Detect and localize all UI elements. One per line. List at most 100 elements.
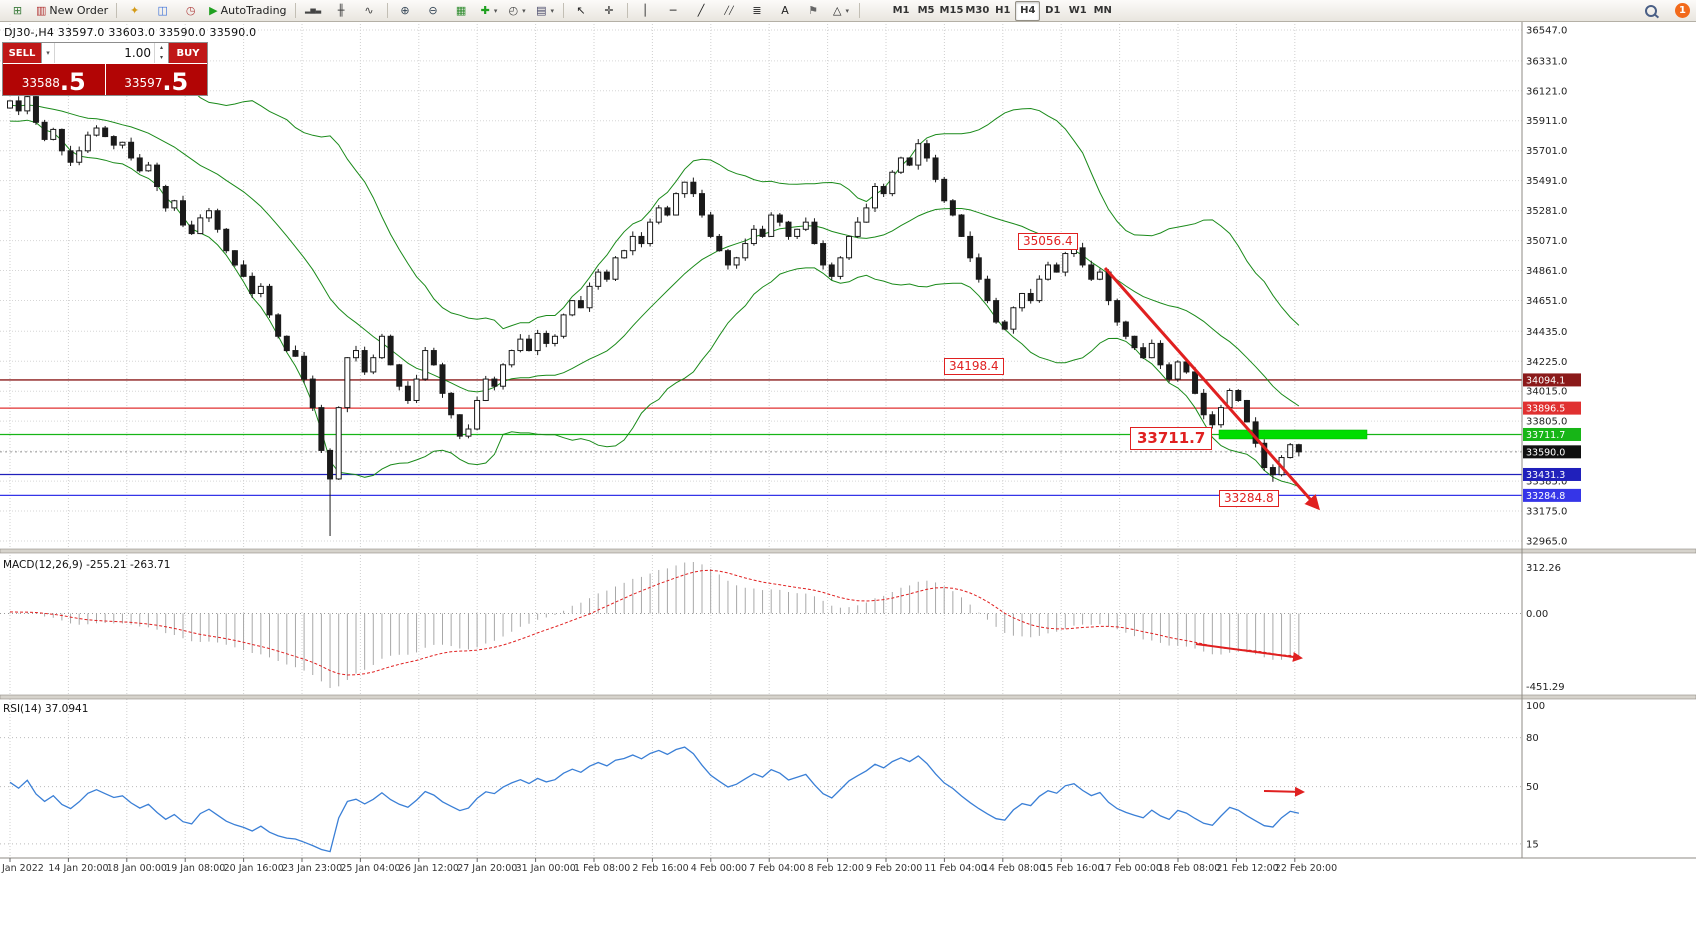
candlestick <box>854 221 861 237</box>
candlestick <box>223 228 230 252</box>
zoom-in-button[interactable]: ⊕ <box>392 1 419 21</box>
vertical-line-button[interactable]: │ <box>632 1 659 21</box>
timeframe-m1[interactable]: M1 <box>892 5 910 16</box>
channel-button[interactable]: ╱╱ <box>716 1 743 21</box>
timeframe-m5[interactable]: M5 <box>917 5 935 16</box>
price-callout[interactable]: 33711.7 <box>1130 427 1213 450</box>
candlestick <box>396 364 403 387</box>
crosshair-button[interactable]: ✛ <box>596 1 623 21</box>
notification-badge[interactable]: 1 <box>1675 3 1690 18</box>
price-callout[interactable]: 34198.4 <box>944 358 1004 375</box>
trendline-button[interactable]: ╱ <box>688 1 715 21</box>
volume-field <box>41 43 169 63</box>
timeframe-h4[interactable]: H4 <box>1015 0 1041 21</box>
price-callout[interactable]: 33284.8 <box>1219 490 1279 507</box>
cursor-button[interactable]: ↖ <box>568 1 595 21</box>
candlestick <box>309 378 316 409</box>
candlestick <box>214 210 221 230</box>
candlestick <box>1200 392 1207 416</box>
candlestick <box>586 285 593 309</box>
candlestick <box>1062 253 1069 273</box>
svg-text:80: 80 <box>1526 733 1539 744</box>
price-tag: 33284.8 <box>1523 488 1581 502</box>
rsi-trend-arrow[interactable] <box>1263 786 1305 797</box>
candlestick <box>699 193 705 216</box>
macd-trend-arrow[interactable] <box>1195 643 1303 662</box>
panel-splitter[interactable] <box>0 694 1696 700</box>
candlestick <box>119 141 126 146</box>
candlestick <box>1105 271 1112 302</box>
candlestick <box>1053 264 1060 273</box>
candlestick <box>422 350 429 380</box>
fibonacci-button[interactable]: ≣ <box>744 1 771 21</box>
search-button[interactable] <box>1637 1 1664 21</box>
timeframe-m30[interactable]: M30 <box>965 5 990 16</box>
candlestick <box>465 428 472 437</box>
volume-stepper[interactable] <box>154 43 168 63</box>
chart-plus-icon: ⊞ <box>12 4 23 17</box>
svg-text:33805.0: 33805.0 <box>1526 417 1567 428</box>
history-icon: ◷ <box>185 4 196 17</box>
candlestick <box>906 157 913 166</box>
timeframe-h1[interactable]: H1 <box>995 5 1011 16</box>
candlestick <box>1019 292 1026 309</box>
candlestick <box>1079 247 1086 266</box>
candlestick <box>188 224 195 235</box>
new-chart-button[interactable]: ⊞ <box>4 1 31 21</box>
horizontal-line-button[interactable]: ─ <box>660 1 687 21</box>
volume-input[interactable] <box>55 43 154 63</box>
candlestick <box>569 300 576 316</box>
tile-windows-button[interactable]: ▦ <box>448 1 475 21</box>
market-watch-button[interactable]: ◫ <box>149 1 176 21</box>
candlestick <box>7 100 13 109</box>
candlestick <box>84 134 91 152</box>
periods-dropdown[interactable]: ◴ ▾ <box>504 1 531 21</box>
candlestick <box>128 141 135 159</box>
sell-price[interactable]: 33588.5 <box>3 64 106 95</box>
main-trend-arrow[interactable] <box>1103 267 1320 511</box>
expert-advisors-button[interactable]: ✦ <box>121 1 148 21</box>
history-center-button[interactable]: ◷ <box>177 1 204 21</box>
candlestick-icon: ╫ <box>337 4 345 17</box>
candlestick <box>50 128 57 140</box>
new-order-button[interactable]: ▥ New Order <box>32 1 112 21</box>
candlestick <box>794 228 801 237</box>
svg-text:33711.7: 33711.7 <box>1526 430 1565 441</box>
bar-chart-button[interactable]: ▂▅▃ <box>300 1 327 21</box>
candlestick <box>915 143 922 166</box>
timeframe-m15[interactable]: M15 <box>939 5 964 16</box>
shapes-dropdown[interactable]: △ ▾ <box>828 1 855 21</box>
candlestick <box>370 357 377 373</box>
timeframe-d1[interactable]: D1 <box>1045 5 1061 16</box>
candlestick <box>76 150 83 163</box>
indicators-dropdown[interactable]: ✚ ▾ <box>476 1 503 21</box>
sell-button[interactable]: SELL <box>3 43 41 63</box>
price-callout[interactable]: 35056.4 <box>1018 233 1078 250</box>
buy-button[interactable]: BUY <box>169 43 207 63</box>
text-button[interactable]: A <box>772 1 799 21</box>
candlestick <box>24 96 31 112</box>
autotrading-button[interactable]: ▶ AutoTrading <box>205 1 290 21</box>
candlestick <box>681 181 688 195</box>
buy-price[interactable]: 33597.5 <box>105 64 207 95</box>
candlestick <box>58 128 65 152</box>
timeframe-w1[interactable]: W1 <box>1068 5 1087 16</box>
svg-text:36547.0: 36547.0 <box>1526 26 1567 37</box>
svg-text:11 Feb 04:00: 11 Feb 04:00 <box>924 863 986 874</box>
candlestick <box>1122 321 1129 337</box>
candlestick <box>1045 264 1051 280</box>
zoom-out-button[interactable]: ⊖ <box>420 1 447 21</box>
timeframe-mn[interactable]: MN <box>1093 5 1112 16</box>
panel-splitter[interactable] <box>0 548 1696 554</box>
price-tag: 33711.7 <box>1523 427 1581 441</box>
svg-text:22 Feb 20:00: 22 Feb 20:00 <box>1275 863 1337 874</box>
volume-dropdown-icon[interactable] <box>42 43 55 63</box>
templates-dropdown[interactable]: ▤ ▾ <box>532 1 559 21</box>
line-chart-button[interactable]: ∿ <box>356 1 383 21</box>
label-button[interactable]: ⚑ <box>800 1 827 21</box>
candlestick <box>145 164 152 172</box>
support-zone-rect[interactable] <box>1218 429 1368 440</box>
candlestick <box>197 217 204 235</box>
candlestick-chart-button[interactable]: ╫ <box>328 1 355 21</box>
